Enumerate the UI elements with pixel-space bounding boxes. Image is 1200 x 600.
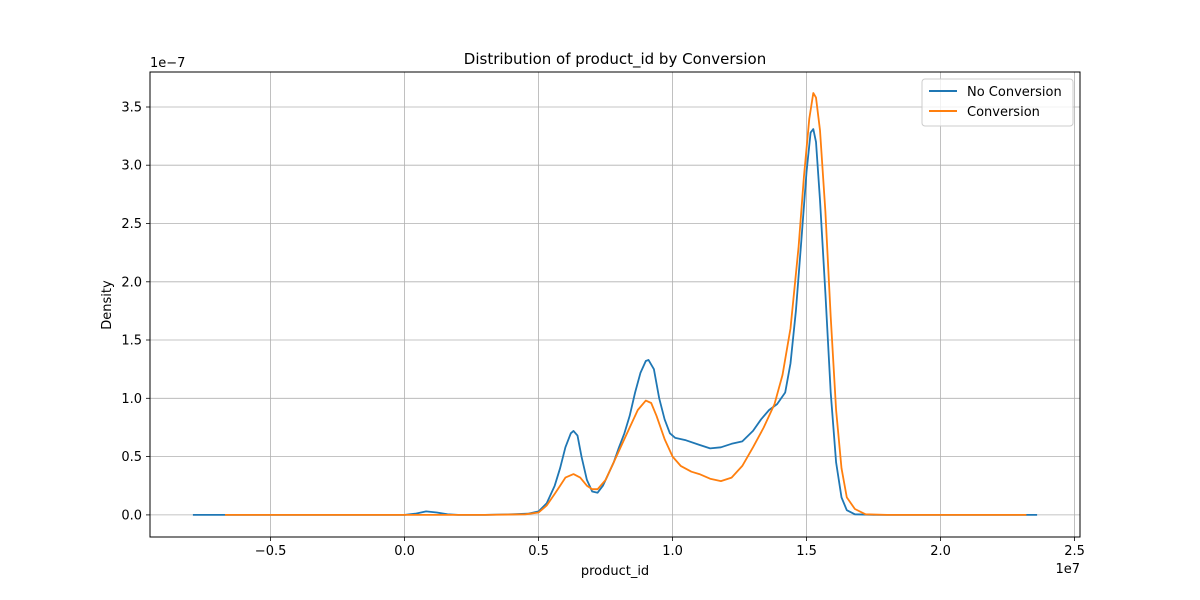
legend: No Conversion Conversion: [921, 78, 1074, 127]
y-tick-label: 3.0: [121, 159, 142, 174]
x-tick-label: 0.0: [394, 544, 415, 559]
series-line-conversion: [225, 92, 1027, 516]
plot-frame: [149, 71, 1081, 538]
chart-title: Distribution of product_id by Conversion: [464, 50, 766, 69]
x-tick-label: 1.0: [662, 544, 683, 559]
x-offset-label: 1e7: [1055, 562, 1080, 577]
y-offset-label: 1e−7: [150, 56, 185, 71]
x-tick-label: 2.5: [1064, 544, 1085, 559]
y-tick-label: 2.5: [121, 217, 142, 232]
plot-lines: [192, 92, 1038, 516]
legend-label-no-conversion: No Conversion: [967, 85, 1062, 100]
x-tick-label: 2.0: [930, 544, 951, 559]
y-tick-label: 1.0: [121, 392, 142, 407]
legend-label-conversion: Conversion: [967, 105, 1040, 120]
x-axis-ticks: −0.5 0.0 0.5 1.0 1.5 2.0 2.5: [255, 537, 1085, 559]
x-tick-label: 0.5: [528, 544, 549, 559]
x-tick-label: −0.5: [255, 544, 287, 559]
y-tick-label: 3.5: [121, 101, 142, 116]
x-tick-label: 1.5: [796, 544, 817, 559]
y-axis-label: Density: [100, 280, 115, 330]
y-tick-label: 1.5: [121, 334, 142, 349]
legend-box: [921, 78, 1074, 127]
y-tick-label: 0.0: [121, 508, 142, 523]
x-axis-label: product_id: [581, 564, 649, 579]
y-tick-label: 2.0: [121, 275, 142, 290]
y-tick-label: 0.5: [121, 450, 142, 465]
y-axis-ticks: 0.0 0.5 1.0 1.5 2.0 2.5 3.0 3.5: [121, 101, 150, 523]
